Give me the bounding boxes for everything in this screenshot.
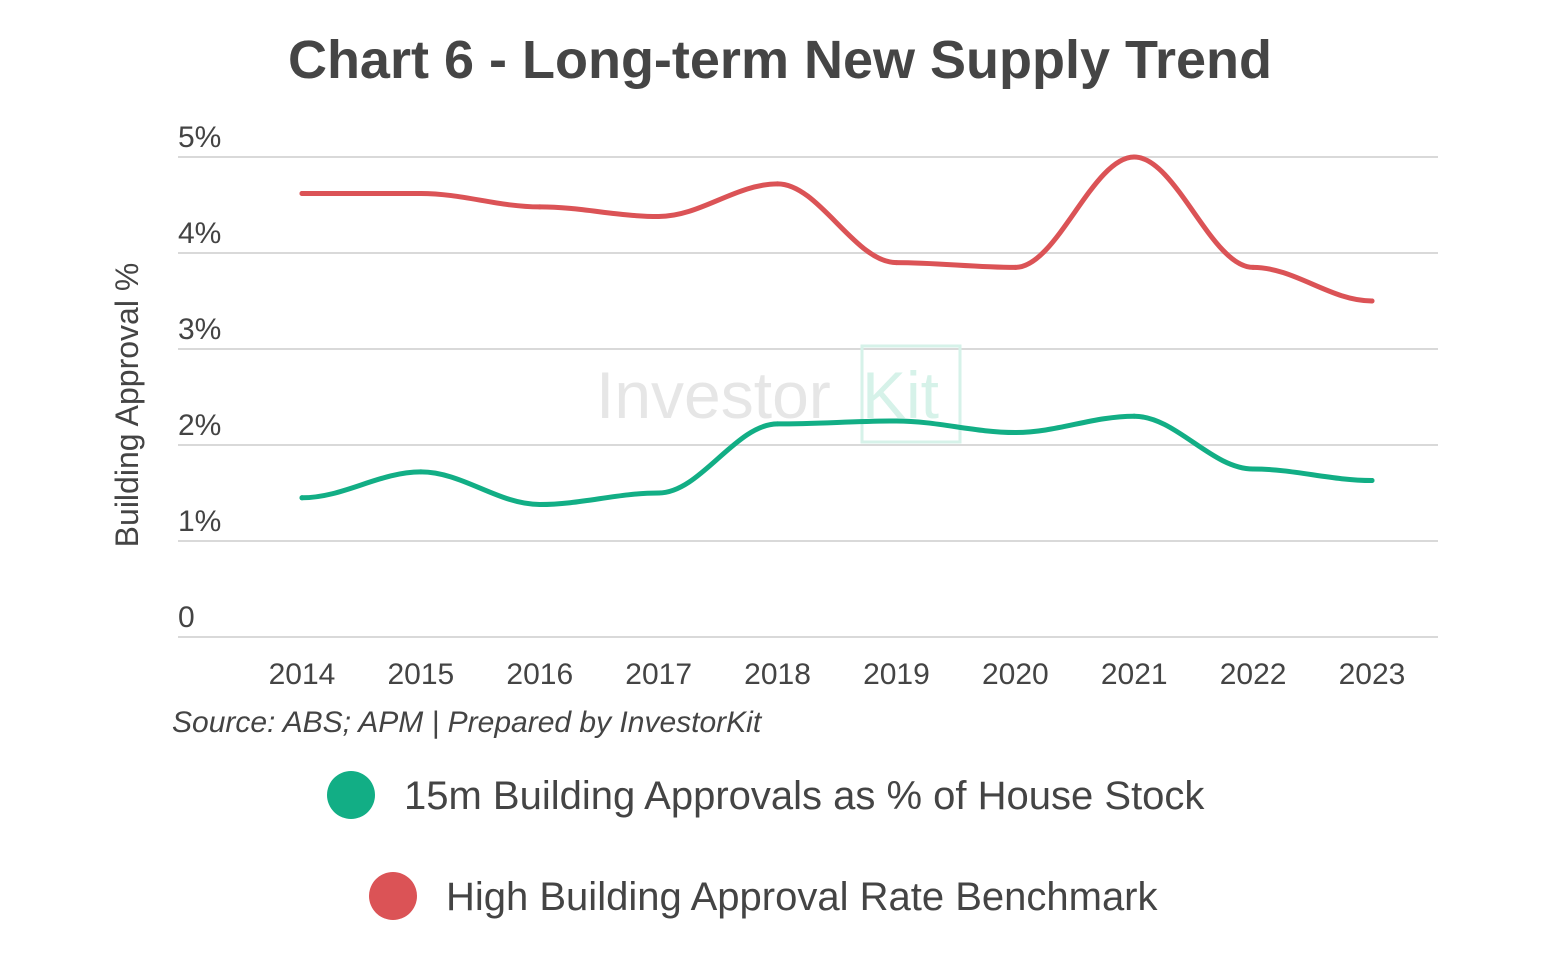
x-tick-label: 2020 <box>982 658 1049 691</box>
x-tick-label: 2021 <box>1101 658 1168 691</box>
data-point <box>656 490 662 496</box>
data-point <box>418 469 424 475</box>
legend-label-2: High Building Approval Rate Benchmark <box>446 875 1159 919</box>
data-point <box>1250 466 1256 472</box>
y-tick-label: 3% <box>178 313 221 346</box>
data-point <box>1131 413 1137 419</box>
x-tick-label: 2014 <box>269 658 336 691</box>
data-point <box>299 190 305 196</box>
x-axis-ticks: 2014 2015 2016 2017 2018 2019 2020 2021 2022 2023 <box>269 658 1406 691</box>
watermark-kit-box <box>860 344 962 444</box>
legend-label-1: 15m Building Approvals as % of House Sto… <box>404 774 1205 818</box>
data-point <box>893 260 899 266</box>
data-point <box>775 181 781 187</box>
x-tick-label: 2018 <box>744 658 811 691</box>
data-point <box>537 502 543 508</box>
data-point <box>1012 430 1018 436</box>
data-point <box>656 214 662 220</box>
data-point <box>1369 298 1375 304</box>
data-point <box>299 495 305 501</box>
gridlines <box>178 156 1438 638</box>
legend: 15m Building Approvals as % of House Sto… <box>327 771 1205 920</box>
data-point <box>1012 264 1018 270</box>
data-point <box>418 190 424 196</box>
y-tick-label: 2% <box>178 409 221 442</box>
watermark-word-investor: Investor <box>596 358 831 432</box>
x-tick-label: 2016 <box>506 658 573 691</box>
x-tick-label: 2022 <box>1220 658 1287 691</box>
x-tick-label: 2017 <box>625 658 692 691</box>
y-tick-label: 1% <box>178 505 221 538</box>
legend-marker-1 <box>327 771 375 819</box>
data-point <box>537 204 543 210</box>
data-point <box>893 418 899 424</box>
y-axis-ticks: 0 1% 2% 3% 4% 5% <box>178 121 221 634</box>
y-tick-label: 0 <box>178 601 195 634</box>
y-tick-label: 5% <box>178 121 221 154</box>
source-note: Source: ABS; APM | Prepared by InvestorK… <box>172 706 763 739</box>
data-point <box>1250 264 1256 270</box>
x-tick-label: 2019 <box>863 658 930 691</box>
investorkit-watermark: Investor Kit <box>596 344 962 444</box>
legend-marker-2 <box>369 872 417 920</box>
chart-title: Chart 6 - Long-term New Supply Trend <box>288 30 1272 90</box>
series-line-2 <box>299 154 1375 304</box>
data-point <box>775 421 781 427</box>
x-tick-label: 2015 <box>388 658 455 691</box>
x-tick-label: 2023 <box>1339 658 1406 691</box>
series-lines <box>299 154 1375 508</box>
y-tick-label: 4% <box>178 217 221 250</box>
series-line-1 <box>299 413 1375 508</box>
data-point <box>1131 154 1137 160</box>
data-point <box>1369 478 1375 484</box>
y-axis-label: Building Approval % <box>109 263 145 548</box>
